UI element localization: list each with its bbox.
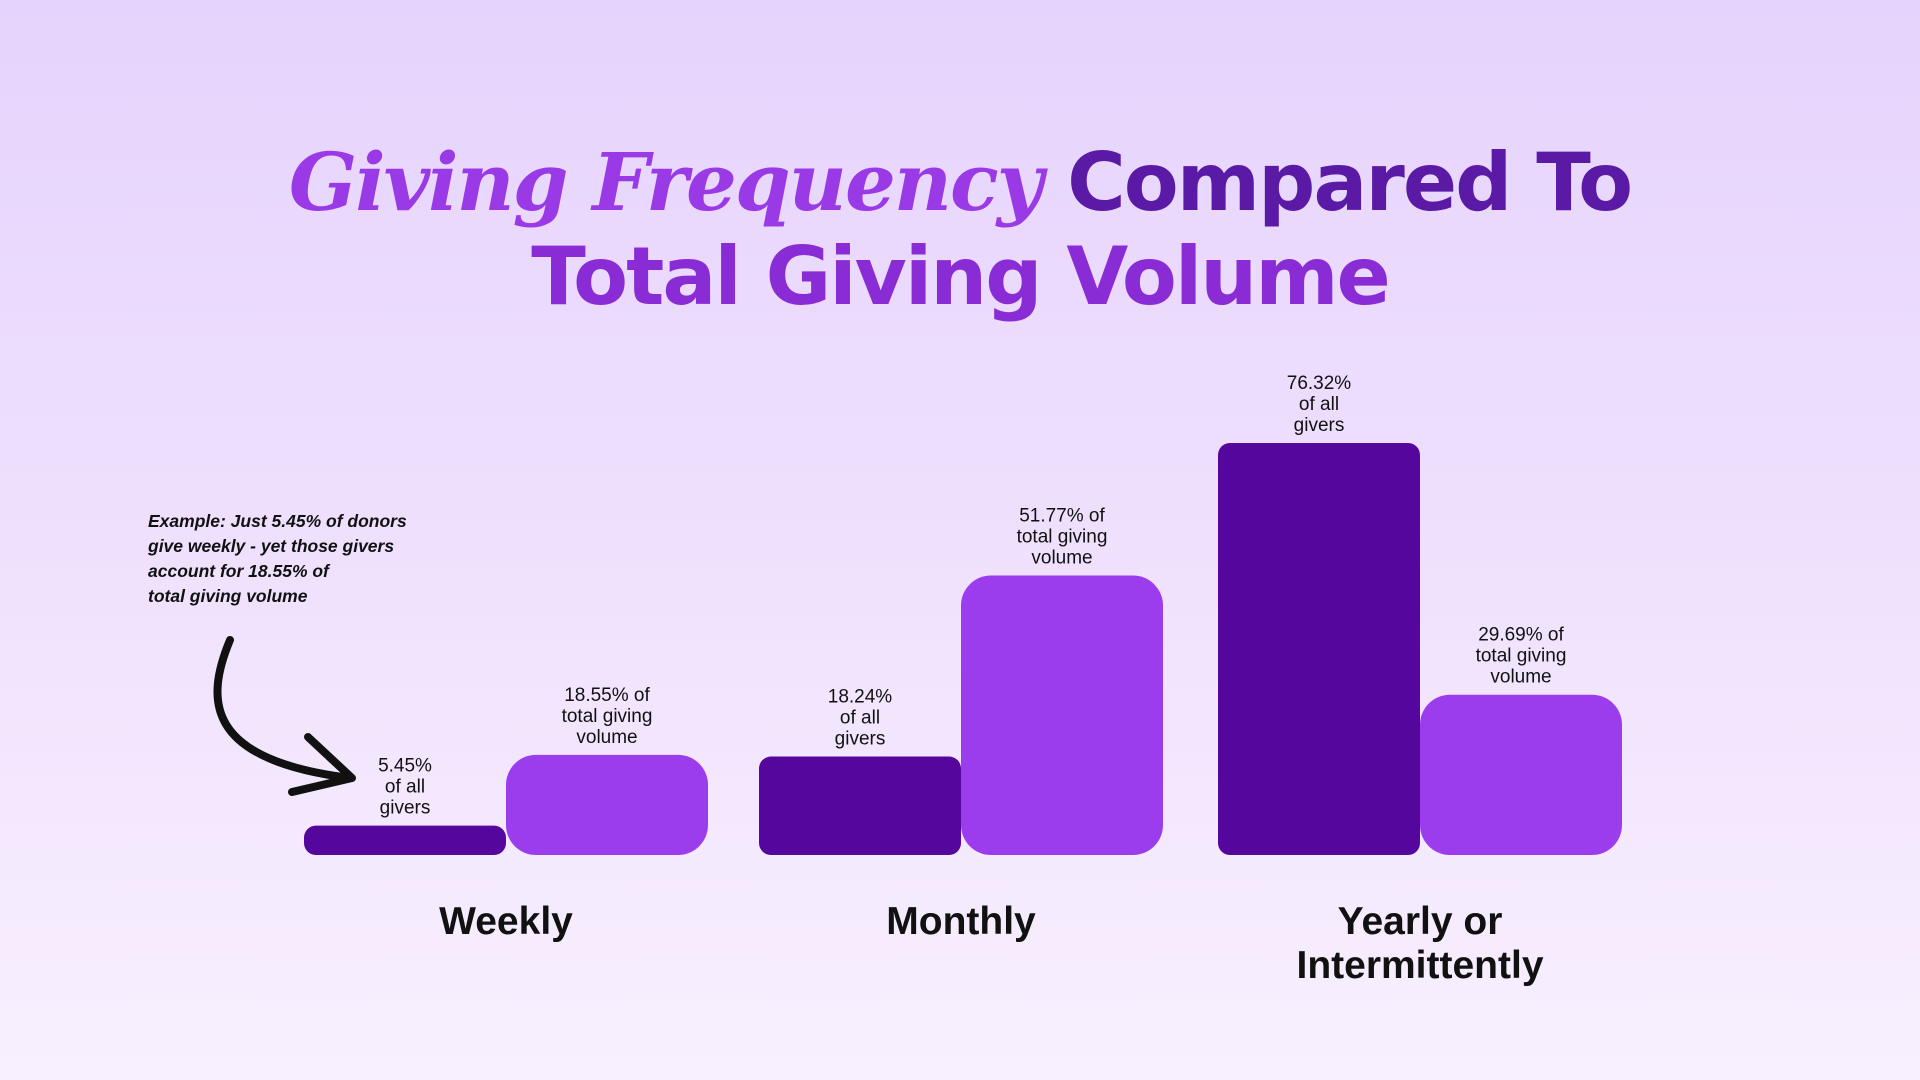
bar-total-giving-volume-monthly: [961, 575, 1163, 855]
annotation-line: total giving volume: [148, 586, 308, 606]
data-label-givers-yearly: 76.32% of all givers: [1287, 373, 1352, 436]
bar-givers-yearly: [1218, 443, 1420, 855]
annotation-line: account for 18.55% of: [148, 561, 329, 581]
data-label-total-giving-volume-monthly: 51.77% of total giving volume: [1017, 506, 1108, 569]
data-label-total-giving-volume-yearly: 29.69% of total giving volume: [1476, 625, 1567, 688]
annotation-arrow-icon: [213, 636, 354, 782]
bar-givers-weekly: [304, 825, 506, 855]
title-line-1: Giving Frequency Compared To: [0, 135, 1920, 230]
data-label-givers-weekly: 5.45% of all givers: [378, 756, 432, 819]
category-label-weekly: Weekly: [439, 900, 573, 943]
bar-givers-monthly: [759, 756, 961, 855]
annotation-line: give weekly - yet those givers: [148, 536, 395, 556]
bar-total-giving-volume-weekly: [506, 754, 708, 855]
title-italic: Giving Frequency: [288, 135, 1043, 229]
title-line-2: Total Giving Volume: [531, 230, 1391, 323]
chart-title: Giving Frequency Compared To Total Givin…: [0, 135, 1920, 324]
annotation-arrowhead-icon: [288, 733, 356, 796]
category-label-monthly: Monthly: [886, 900, 1036, 943]
annotation-line: Example: Just 5.45% of donors: [148, 511, 407, 531]
annotation-note: Example: Just 5.45% of donors give weekl…: [148, 509, 448, 609]
title-rest: Compared To: [1067, 136, 1633, 229]
data-label-total-giving-volume-weekly: 18.55% of total giving volume: [562, 685, 653, 748]
category-label-yearly: Yearly or Intermittently: [1296, 900, 1543, 987]
bar-total-giving-volume-yearly: [1420, 694, 1622, 855]
data-label-givers-monthly: 18.24% of all givers: [828, 687, 893, 750]
